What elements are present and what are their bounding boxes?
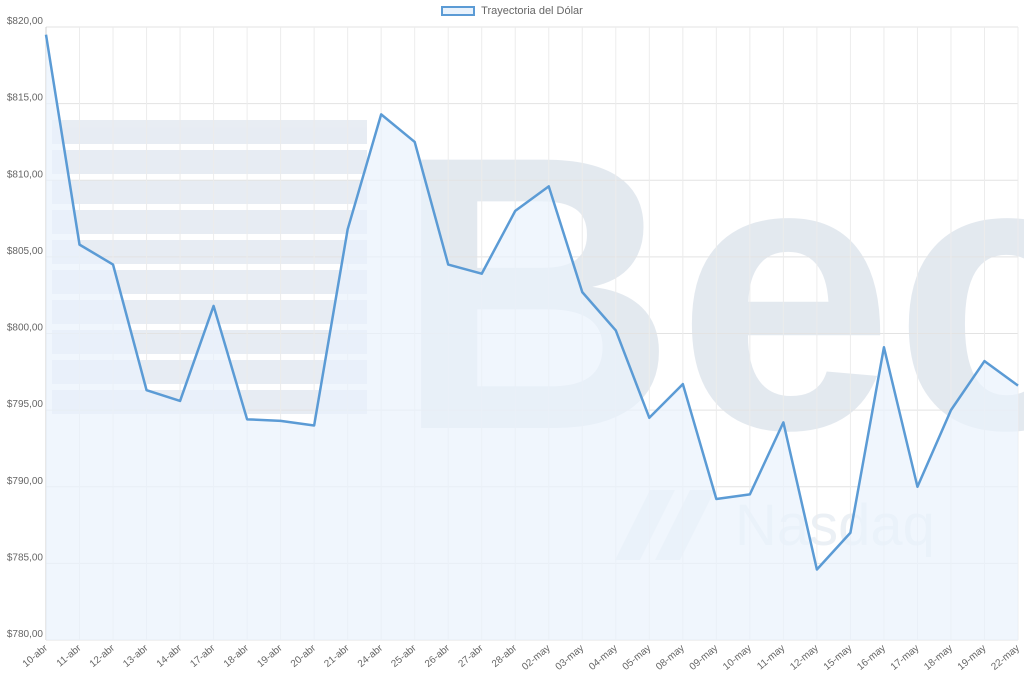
data-point[interactable] (345, 226, 351, 232)
data-point[interactable] (713, 496, 719, 502)
x-tick-label: 19-may (956, 643, 989, 673)
y-tick-label: $780,00 (7, 629, 44, 640)
data-point[interactable] (177, 398, 183, 404)
x-tick-label: 05-may (621, 643, 654, 673)
x-tick-label: 20-abr (289, 642, 319, 669)
data-point[interactable] (948, 407, 954, 413)
x-tick-label: 02-may (520, 643, 553, 673)
data-point[interactable] (881, 344, 887, 350)
data-point[interactable] (479, 271, 485, 277)
data-point[interactable] (110, 262, 116, 268)
data-point[interactable] (244, 416, 250, 422)
x-tick-label: 18-abr (222, 642, 252, 669)
x-tick-label: 04-may (587, 643, 620, 673)
x-tick-label: 14-abr (155, 642, 185, 669)
data-point[interactable] (412, 139, 418, 145)
data-point[interactable] (981, 358, 987, 364)
y-tick-label: $795,00 (7, 399, 44, 410)
data-point[interactable] (211, 303, 217, 309)
data-point[interactable] (847, 530, 853, 536)
legend[interactable]: Trayectoria del Dólar (0, 5, 1024, 17)
x-tick-label: 08-may (654, 643, 687, 673)
x-tick-label: 17-abr (188, 642, 218, 669)
data-point[interactable] (914, 484, 920, 490)
data-point[interactable] (278, 418, 284, 424)
data-point[interactable] (780, 419, 786, 425)
series-area (46, 34, 1018, 641)
series-line (44, 34, 1019, 571)
x-tick-label: 12-may (788, 643, 821, 673)
legend-label: Trayectoria del Dólar (481, 5, 583, 17)
x-tick-label: 16-may (855, 643, 888, 673)
y-tick-label: $785,00 (7, 552, 44, 563)
x-tick-label: 19-abr (255, 642, 285, 669)
x-tick-label: 27-abr (456, 642, 486, 669)
data-point[interactable] (680, 381, 686, 387)
data-point[interactable] (1015, 383, 1021, 389)
data-point[interactable] (747, 491, 753, 497)
data-point[interactable] (814, 567, 820, 573)
x-tick-label: 21-abr (322, 642, 352, 669)
data-point[interactable] (646, 415, 652, 421)
x-tick-label: 15-may (822, 643, 855, 673)
x-tick-label: 28-abr (490, 642, 520, 669)
y-tick-label: $815,00 (7, 93, 44, 104)
x-tick-label: 26-abr (423, 642, 453, 669)
x-tick-label: 09-may (688, 643, 721, 673)
x-axis: 10-abr 11-abr 12-abr 13-abr 14-abr 17-abr 18-a… (21, 642, 1022, 672)
data-point[interactable] (43, 32, 49, 38)
x-tick-label: 17-may (889, 643, 922, 673)
x-tick-label: 03-may (554, 643, 587, 673)
legend-swatch (441, 6, 476, 16)
data-point[interactable] (512, 208, 518, 214)
x-tick-label: 24-abr (356, 642, 386, 669)
data-point[interactable] (613, 327, 619, 333)
data-point[interactable] (311, 422, 317, 428)
x-tick-label: 11-may (755, 643, 787, 672)
y-axis: $780,00 $785,00 $790,00 $795,00 $800,00 $805,… (7, 16, 44, 640)
y-tick-label: $805,00 (7, 246, 44, 257)
x-tick-label: 22-may (989, 643, 1022, 673)
data-point[interactable] (77, 242, 83, 248)
x-tick-label: 12-abr (88, 642, 118, 669)
data-point[interactable] (579, 289, 585, 295)
x-tick-label: 25-abr (389, 642, 419, 669)
x-tick-label: 11-abr (55, 642, 84, 669)
data-point[interactable] (445, 262, 451, 268)
y-tick-label: $810,00 (7, 169, 44, 180)
y-tick-label: $790,00 (7, 476, 44, 487)
x-tick-label: 13-abr (121, 642, 151, 669)
data-point[interactable] (378, 111, 384, 117)
x-tick-label: 10-may (721, 643, 754, 673)
x-tick-label: 10-abr (21, 642, 51, 669)
y-tick-label: $800,00 (7, 323, 44, 334)
y-tick-label: $820,00 (7, 16, 44, 27)
data-point[interactable] (546, 183, 552, 189)
data-point[interactable] (144, 387, 150, 393)
x-tick-label: 18-may (922, 643, 955, 673)
